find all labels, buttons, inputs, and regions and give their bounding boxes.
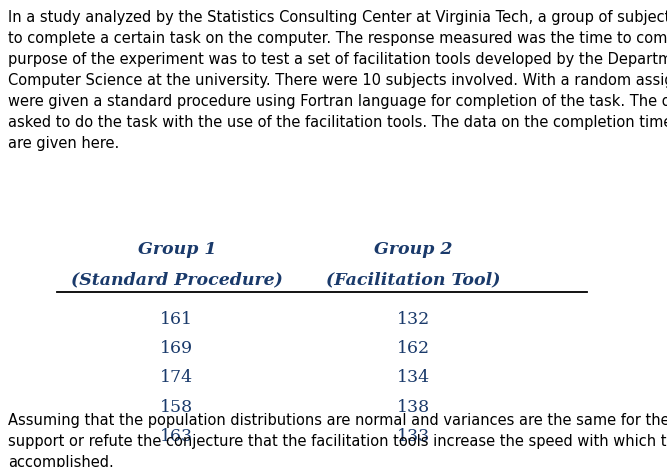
Text: 134: 134 [397,369,430,386]
Text: (Facilitation Tool): (Facilitation Tool) [326,272,501,289]
Text: (Standard Procedure): (Standard Procedure) [71,272,283,289]
Text: 132: 132 [397,311,430,327]
Text: 169: 169 [160,340,193,357]
Text: 163: 163 [160,428,193,445]
Text: 158: 158 [160,399,193,416]
Text: Group 2: Group 2 [374,241,453,257]
Text: 161: 161 [160,311,193,327]
Text: Assuming that the population distributions are normal and variances are the same: Assuming that the population distributio… [8,413,667,467]
Text: 162: 162 [397,340,430,357]
Text: Group 1: Group 1 [137,241,216,257]
Text: 133: 133 [397,428,430,445]
Text: In a study analyzed by the Statistics Consulting Center at Virginia Tech, a grou: In a study analyzed by the Statistics Co… [8,10,667,151]
Text: 138: 138 [397,399,430,416]
Text: 174: 174 [160,369,193,386]
